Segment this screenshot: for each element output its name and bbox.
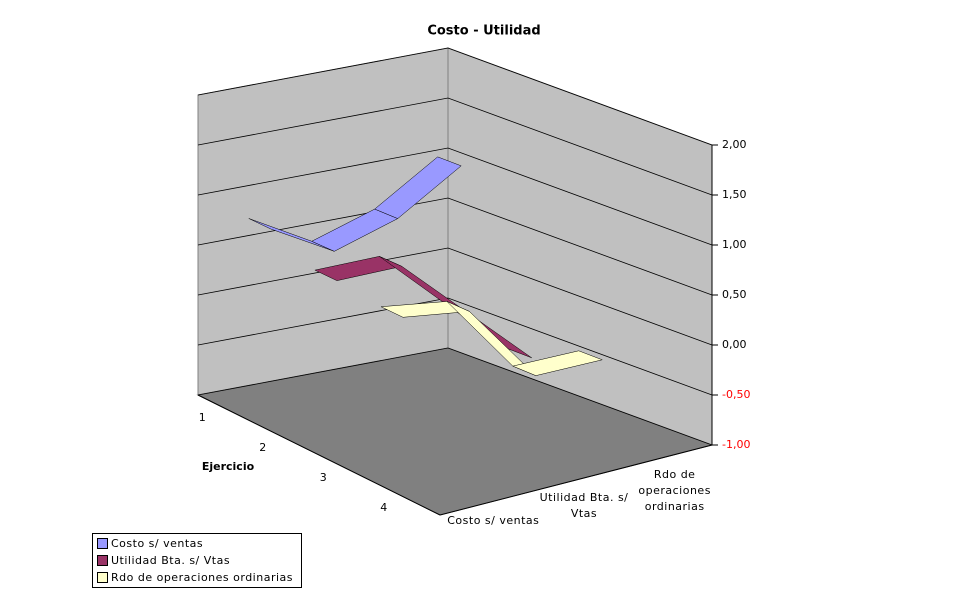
y-tick-label: 1,50 [722, 188, 747, 201]
legend-swatch [97, 555, 108, 566]
y-tick-label: -1,00 [722, 438, 750, 451]
legend-entry: Rdo de operaciones ordinarias [93, 569, 301, 586]
grid-line [197, 47, 713, 146]
legend: Costo s/ ventas Utilidad Bta. s/ Vtas Rdo … [92, 533, 302, 588]
x-tick-label: 3 [320, 471, 327, 484]
legend-label: Rdo de operaciones ordinarias [111, 571, 294, 584]
grid-line [197, 97, 713, 196]
z-tick-label: Rdo de operaciones ordinarias [638, 467, 711, 513]
legend-swatch [97, 538, 108, 549]
ribbon-segment [511, 350, 604, 376]
grid-line [197, 347, 713, 446]
grid-line [197, 197, 713, 296]
y-tick-label: 1,00 [722, 238, 747, 251]
z-tick-label: Utilidad Bta. s/ Vtas [539, 491, 629, 520]
z-axis [439, 444, 713, 516]
ribbon-segment [374, 156, 462, 219]
legend-swatch [97, 572, 108, 583]
legend-label: Costo s/ ventas [111, 537, 204, 550]
y-tick-label: 0,50 [722, 288, 747, 301]
legend-label: Utilidad Bta. s/ Vtas [111, 554, 231, 567]
x-tick-label: 2 [259, 441, 266, 454]
z-tick-label: Costo s/ ventas [447, 514, 540, 528]
y-tick-label: 2,00 [722, 138, 747, 151]
y-tick-label: 0,00 [722, 338, 747, 351]
x-axis-title: Ejercicio [202, 460, 255, 473]
chart-title: Costo - Utilidad [427, 24, 540, 39]
x-tick-label: 1 [199, 411, 206, 424]
grid-line [197, 147, 713, 246]
y-tick-label: -0,50 [722, 388, 750, 401]
grid-line [197, 297, 713, 396]
x-tick-label: 4 [380, 501, 387, 514]
legend-entry: Utilidad Bta. s/ Vtas [93, 552, 301, 569]
grid-line [197, 247, 713, 346]
x-axis [197, 394, 441, 516]
legend-entry: Costo s/ ventas [93, 535, 301, 552]
